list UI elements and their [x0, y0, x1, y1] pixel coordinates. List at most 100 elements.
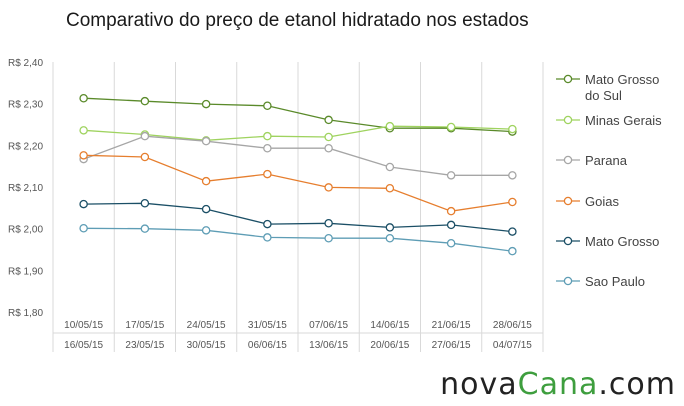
data-point: [140, 224, 150, 233]
data-point: [508, 197, 517, 207]
series-line: [83, 135, 513, 176]
logo-text-part: Cana: [517, 367, 599, 402]
y-tick-label: R$ 1,80: [8, 308, 43, 319]
chart-title: Comparativo do preço de etanol hidratado…: [66, 10, 529, 31]
data-point: [201, 204, 211, 214]
y-tick-label: R$ 1,90: [8, 266, 43, 277]
legend-swatch-marker: [563, 236, 573, 246]
legend-label: Mato Grosso: [585, 234, 659, 249]
legend-item: Sao Paulo: [556, 274, 645, 289]
data-point: [385, 183, 395, 193]
data-point: [263, 131, 272, 141]
series-line: [83, 227, 513, 252]
data-point: [140, 131, 150, 141]
data-point: [140, 198, 150, 208]
legend-label: Mato Grosso: [585, 72, 659, 87]
x-tick-label-start: 21/06/15: [432, 320, 471, 331]
series-line: [83, 202, 513, 233]
legend-label: do Sul: [585, 88, 622, 103]
data-point: [446, 171, 456, 180]
y-tick-label: R$ 2,20: [8, 141, 43, 152]
data-point: [263, 143, 272, 153]
legend-item: Parana: [556, 153, 628, 168]
x-tick-label-start: 14/06/15: [370, 320, 409, 331]
legend-swatch-marker: [563, 155, 573, 165]
series-sao-paulo: [79, 223, 517, 256]
y-tick-label: R$ 2,00: [8, 225, 43, 236]
data-point: [79, 151, 88, 160]
legend-item: Goias: [556, 194, 619, 209]
axis-layer: R$ 1,80 R$ 1,90 R$ 2,00 R$ 2,10 R$ 2,20 R$ 2,…: [8, 58, 532, 351]
logo-text-part: .com: [598, 367, 676, 402]
series-parana: [79, 131, 517, 180]
data-point: [508, 227, 517, 236]
data-point: [385, 233, 395, 243]
data-point: [79, 126, 88, 135]
data-point: [79, 223, 88, 233]
legend-label: Minas Gerais: [585, 113, 662, 128]
data-point: [446, 122, 456, 132]
x-tick-label-end: 04/07/15: [493, 340, 532, 351]
x-tick-label-end: 27/06/15: [432, 340, 471, 351]
data-point: [385, 223, 395, 232]
data-point: [446, 238, 456, 248]
legend-swatch-marker: [563, 74, 573, 84]
series-mato-grosso: [79, 198, 517, 236]
series-layer: [79, 94, 517, 256]
data-point: [446, 220, 456, 230]
x-tick-label-end: 13/06/15: [309, 340, 348, 351]
series-line: [83, 154, 513, 212]
legend-item: Minas Gerais: [556, 113, 662, 128]
data-point: [385, 121, 395, 131]
x-tick-label-start: 10/05/15: [64, 320, 103, 331]
legend-item: Mato Grosso: [556, 234, 659, 249]
data-point: [263, 233, 272, 242]
series-goias: [79, 151, 517, 216]
x-tick-label-start: 17/05/15: [125, 320, 164, 331]
series-line: [83, 125, 513, 141]
data-point: [324, 233, 333, 243]
x-tick-label-end: 30/05/15: [187, 340, 226, 351]
series-line: [83, 97, 513, 133]
data-point: [508, 124, 517, 134]
x-tick-label-end: 20/06/15: [370, 340, 409, 351]
x-tick-label-end: 23/05/15: [125, 340, 164, 351]
data-point: [140, 152, 150, 162]
data-point: [263, 101, 272, 111]
legend-swatch-marker: [563, 276, 573, 286]
x-tick-label-start: 07/06/15: [309, 320, 348, 331]
data-point: [385, 162, 395, 172]
data-point: [201, 136, 211, 146]
data-point: [79, 199, 88, 209]
data-point: [446, 206, 456, 216]
y-tick-label: R$ 2,10: [8, 183, 43, 194]
legend-swatch-marker: [563, 115, 573, 125]
x-tick-label-end: 16/05/15: [64, 340, 103, 351]
data-point: [201, 99, 211, 109]
grid-layer: [52, 62, 544, 352]
data-point: [79, 94, 88, 103]
data-point: [201, 176, 211, 186]
legend-label: Goias: [585, 194, 619, 209]
novacana-logo: novaCana.com: [440, 367, 676, 402]
y-tick-label: R$ 2,30: [8, 100, 43, 111]
x-tick-label-end: 06/06/15: [248, 340, 287, 351]
y-tick-label: R$ 2,40: [8, 58, 43, 69]
data-point: [324, 218, 333, 228]
data-point: [324, 143, 333, 153]
logo-text-part: nova: [440, 367, 518, 402]
legend-swatch-marker: [563, 196, 573, 206]
data-point: [263, 169, 272, 179]
x-tick-label-start: 31/05/15: [248, 320, 287, 331]
data-point: [324, 115, 333, 125]
legend-label: Sao Paulo: [585, 274, 645, 289]
data-point: [263, 219, 272, 229]
legend-label: Parana: [585, 153, 628, 168]
data-point: [508, 171, 517, 180]
x-tick-label-start: 24/05/15: [187, 320, 226, 331]
data-point: [324, 132, 333, 142]
data-point: [140, 96, 150, 106]
